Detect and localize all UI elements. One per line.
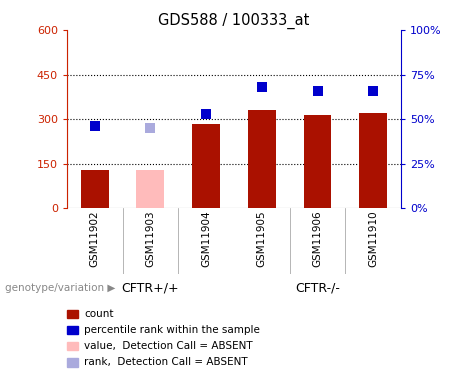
Title: GDS588 / 100333_at: GDS588 / 100333_at <box>158 12 310 28</box>
Point <box>202 111 210 117</box>
Text: percentile rank within the sample: percentile rank within the sample <box>84 325 260 335</box>
Text: GSM11910: GSM11910 <box>368 210 378 267</box>
Bar <box>304 115 331 208</box>
Bar <box>248 110 276 208</box>
Point <box>314 88 321 94</box>
Text: CFTR-/-: CFTR-/- <box>295 281 340 294</box>
Point <box>91 123 98 129</box>
Text: CFTR+/+: CFTR+/+ <box>122 281 179 294</box>
Text: value,  Detection Call = ABSENT: value, Detection Call = ABSENT <box>84 341 253 351</box>
Text: GSM11905: GSM11905 <box>257 210 267 267</box>
Text: GSM11906: GSM11906 <box>313 210 323 267</box>
Text: count: count <box>84 309 113 319</box>
Text: rank,  Detection Call = ABSENT: rank, Detection Call = ABSENT <box>84 357 248 368</box>
Point <box>258 84 266 90</box>
Text: GSM11903: GSM11903 <box>145 210 155 267</box>
Point <box>370 88 377 94</box>
Text: GSM11904: GSM11904 <box>201 210 211 267</box>
Text: GSM11902: GSM11902 <box>90 210 100 267</box>
Bar <box>81 170 109 208</box>
Point <box>147 125 154 131</box>
Bar <box>359 113 387 208</box>
Text: genotype/variation ▶: genotype/variation ▶ <box>5 283 115 293</box>
Bar <box>192 123 220 208</box>
Bar <box>136 170 164 208</box>
